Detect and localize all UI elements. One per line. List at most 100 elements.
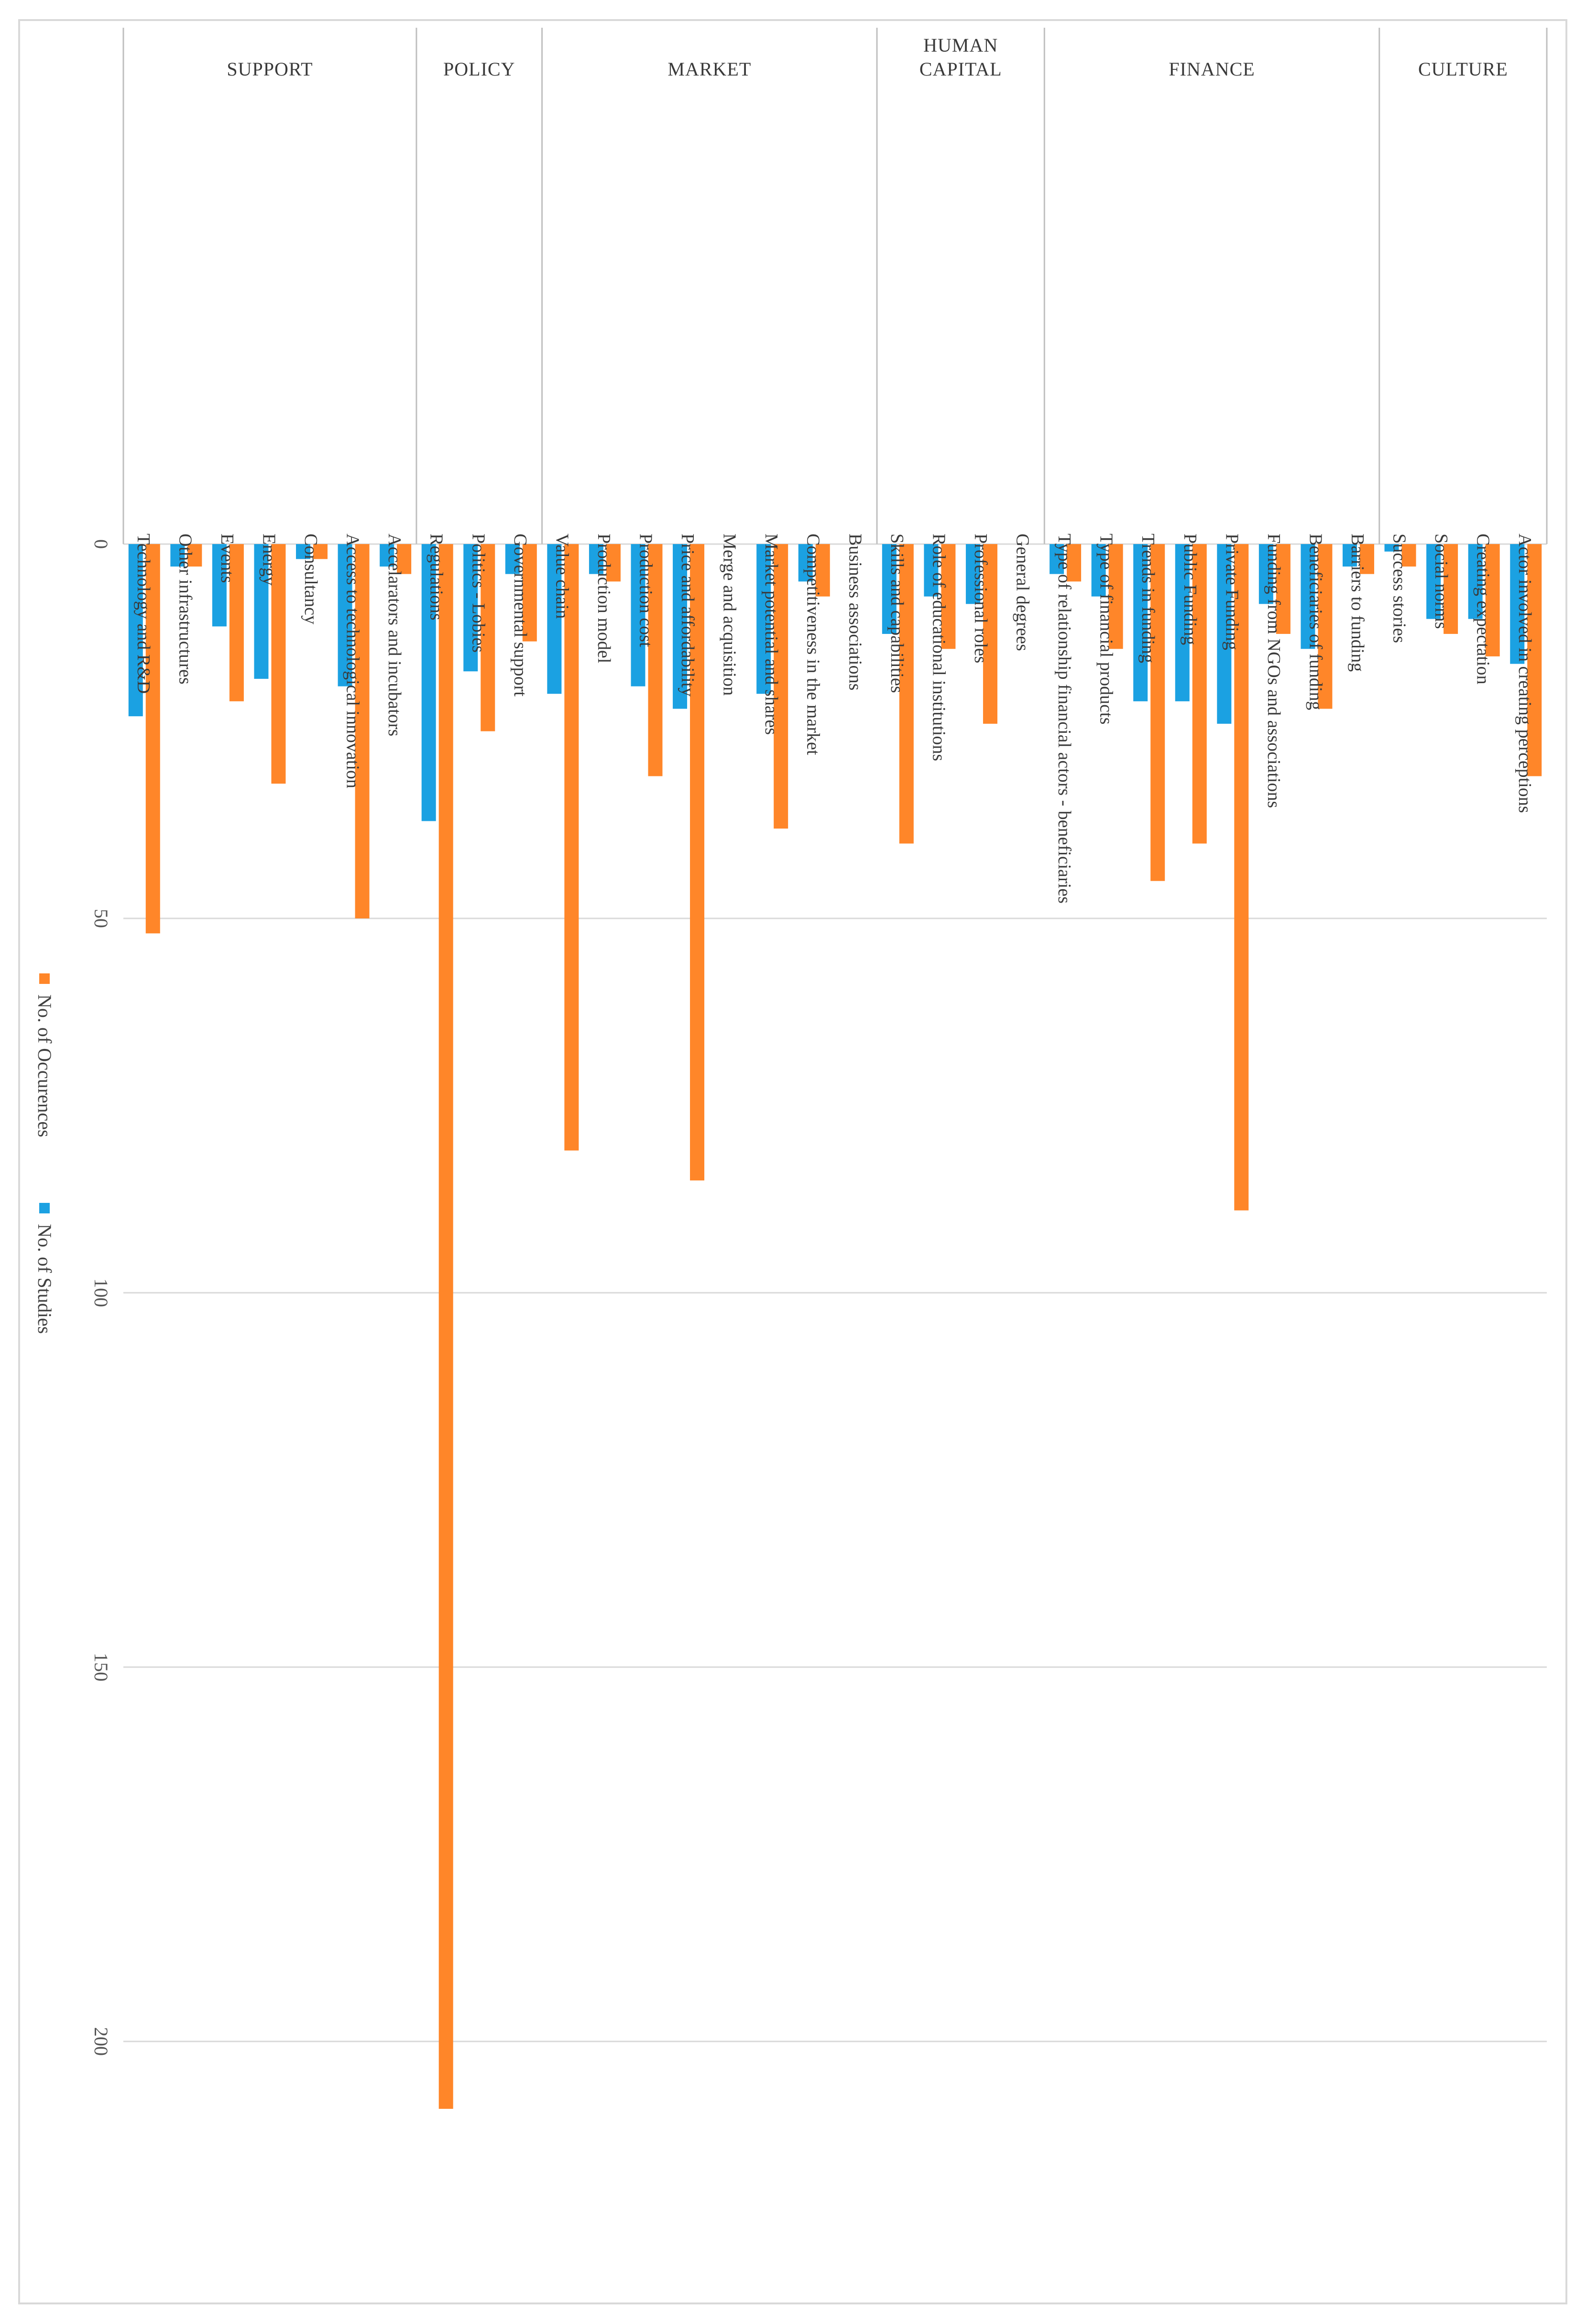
tick-label-100: 100	[90, 1278, 112, 1307]
bar-no-of-occurences-role-of-educational-institutions	[941, 544, 956, 649]
group-label-policy: POLICY	[443, 58, 515, 80]
category-label-actor-involved-in-creating-perceptions: Actor involved in creating perceptions	[1515, 534, 1535, 813]
bar-no-of-studies-access-to-technological-innovation	[338, 544, 352, 687]
bar-no-of-occurences-accelarators-and-incubators	[397, 544, 412, 574]
category-label-events: Events	[217, 534, 237, 583]
bar-no-of-studies-social-norms	[1426, 544, 1441, 619]
group-label-market: MARKET	[667, 58, 751, 80]
bar-no-of-studies-market-potential-and-shares	[756, 544, 771, 694]
category-label-regulations: Regulations	[427, 534, 447, 621]
bar-no-of-occurences-private-funding	[1234, 544, 1249, 1211]
chart-frame	[18, 19, 1567, 2304]
group-label-support: SUPPORT	[227, 58, 313, 80]
bar-no-of-occurences-other-infrastructures	[187, 544, 202, 567]
category-label-access-to-technological-innovation: Access to technological innovation	[343, 534, 363, 788]
category-label-beneficiaries-of-funding: Beneficiaries of funding	[1305, 534, 1325, 710]
category-groups: SUPPORT POLICY MARKET HUMAN CAPITAL FINANCE CU…	[122, 28, 1548, 544]
bar-no-of-occurences-governmental-support	[522, 544, 537, 642]
legend-swatch-no-of-occurences	[39, 973, 50, 984]
category-label-competitiveness-in-the-market: Competitiveness in the market	[803, 534, 823, 755]
bar-no-of-studies-energy	[254, 544, 269, 679]
tick-label-0: 0	[90, 539, 112, 549]
category-label-social-norms: Social norms	[1431, 534, 1451, 629]
legend-swatch-no-of-studies	[39, 1203, 50, 1213]
category-label-market-potential-and-shares: Market potential and shares	[761, 534, 781, 735]
group-label-culture: CULTURE	[1418, 58, 1508, 80]
bar-no-of-studies-events	[212, 544, 227, 627]
gridlines	[122, 28, 1547, 2042]
category-label-general-degrees: General degrees	[1013, 534, 1033, 651]
bar-no-of-studies-competitiveness-in-the-market	[798, 544, 813, 582]
bar-no-of-occurences-technology-and-r-d	[145, 544, 160, 934]
bar-no-of-studies-type-of-financial-products	[1091, 544, 1106, 597]
bar-no-of-studies-beneficiaries-of-funding	[1301, 544, 1315, 649]
bar-no-of-occurences-competitiveness-in-the-market	[815, 544, 830, 597]
category-label-governmental-support: Governmental support	[510, 534, 530, 697]
bar-no-of-studies-professional-roles	[965, 544, 980, 604]
tick-label-150: 150	[90, 1653, 112, 1681]
bar-no-of-studies-production-cost	[631, 544, 645, 687]
bar-no-of-occurences-social-norms	[1444, 544, 1458, 634]
legend-label-no-of-studies: No. of Studies	[34, 1224, 55, 1334]
bar-no-of-studies-skills-and-capabilities	[882, 544, 897, 634]
category-label-private-funding: Private Funding	[1222, 534, 1242, 650]
category-label-role-of-educational-institutions: Role of educational institutions	[929, 534, 949, 761]
bar-no-of-occurences-market-potential-and-shares	[774, 544, 788, 829]
bar-no-of-occurences-creating-expectation	[1485, 544, 1500, 656]
category-label-type-of-relationship-financial-actors-beneficiaries: Type of relationship financial actors - …	[1054, 534, 1074, 904]
bar-no-of-studies-public-funding	[1175, 544, 1190, 701]
tick-label-200: 200	[90, 2027, 112, 2056]
bar-no-of-occurences-actor-involved-in-creating-perceptions	[1527, 544, 1542, 776]
bar-no-of-studies-regulations	[421, 544, 436, 821]
bar-no-of-studies-private-funding	[1217, 544, 1232, 724]
bar-no-of-studies-price-and-affordability	[673, 544, 688, 709]
bar-no-of-occurences-beneficiaries-of-funding	[1318, 544, 1333, 709]
bar-no-of-occurences-funding-from-ngos-and-associations	[1276, 544, 1291, 634]
category-labels: Technology and R&D Other infrastructures E…	[133, 534, 1535, 904]
category-label-value-chain: Value chain	[552, 534, 572, 619]
bar-no-of-studies-value-chain	[547, 544, 562, 694]
category-label-other-infrastructures: Other infrastructures	[175, 534, 195, 685]
bar-no-of-studies-production-model	[589, 544, 603, 574]
bar-no-of-studies-consultancy	[296, 544, 311, 559]
category-label-merge-and-acquisition: Merge and acquisition	[720, 534, 740, 696]
bar-no-of-studies-funding-from-ngos-and-associations	[1258, 544, 1273, 604]
bar-no-of-studies-trends-in-funding	[1133, 544, 1148, 701]
category-label-consultancy: Consultancy	[301, 534, 321, 624]
bar-no-of-occurences-type-of-financial-products	[1108, 544, 1123, 649]
category-label-professional-roles: Professional roles	[971, 534, 991, 663]
bar-no-of-occurences-success-stories	[1401, 544, 1416, 567]
bar-no-of-occurences-price-and-affordability	[690, 544, 705, 1181]
category-label-type-of-financial-products: Type of financial products	[1096, 534, 1116, 724]
group-label-human-capital: HUMAN CAPITAL	[919, 34, 1002, 80]
value-axis: 0 50 100 150 200	[90, 539, 112, 2056]
bar-no-of-studies-actor-involved-in-creating-perceptions	[1510, 544, 1525, 664]
bar-no-of-studies-technology-and-r-d	[128, 544, 143, 717]
bar-no-of-studies-politics-lobies	[463, 544, 478, 672]
bar-no-of-occurences-skills-and-capabilities	[899, 544, 914, 844]
bar-no-of-occurences-professional-roles	[983, 544, 997, 724]
category-label-funding-from-ngos-and-associations: Funding from NGOs and associations	[1264, 534, 1284, 808]
category-label-public-funding: Public Funding	[1180, 534, 1200, 645]
category-label-technology-and-r-d: Technology and R&D	[133, 534, 153, 694]
category-label-creating-expectation: Creating expectation	[1473, 534, 1493, 685]
bar-no-of-studies-governmental-support	[505, 544, 520, 574]
bar-no-of-studies-success-stories	[1384, 544, 1399, 552]
category-label-production-cost: Production cost	[635, 534, 656, 647]
bar-no-of-occurences-production-cost	[648, 544, 663, 776]
category-label-skills-and-capabilities: Skills and capabilities	[887, 534, 907, 693]
bar-no-of-occurences-access-to-technological-innovation	[355, 544, 370, 918]
bar-no-of-occurences-public-funding	[1192, 544, 1207, 844]
bar-no-of-studies-role-of-educational-institutions	[924, 544, 939, 597]
bar-no-of-occurences-type-of-relationship-financial-actors-beneficiaries	[1067, 544, 1082, 582]
category-label-success-stories: Success stories	[1389, 534, 1410, 643]
group-label-finance: FINANCE	[1169, 58, 1255, 80]
category-label-trends-in-funding: Trends in funding	[1138, 534, 1158, 663]
bar-no-of-studies-creating-expectation	[1468, 544, 1483, 619]
bar-no-of-occurences-politics-lobies	[481, 544, 495, 731]
legend-label-no-of-occurences: No. of Occurences	[34, 994, 55, 1137]
category-label-accelarators-and-incubators: Accelarators and incubators	[384, 534, 405, 736]
bar-no-of-studies-accelarators-and-incubators	[380, 544, 394, 567]
bar-no-of-studies-type-of-relationship-financial-actors-beneficiaries	[1050, 544, 1064, 574]
bar-no-of-occurences-energy	[271, 544, 286, 784]
